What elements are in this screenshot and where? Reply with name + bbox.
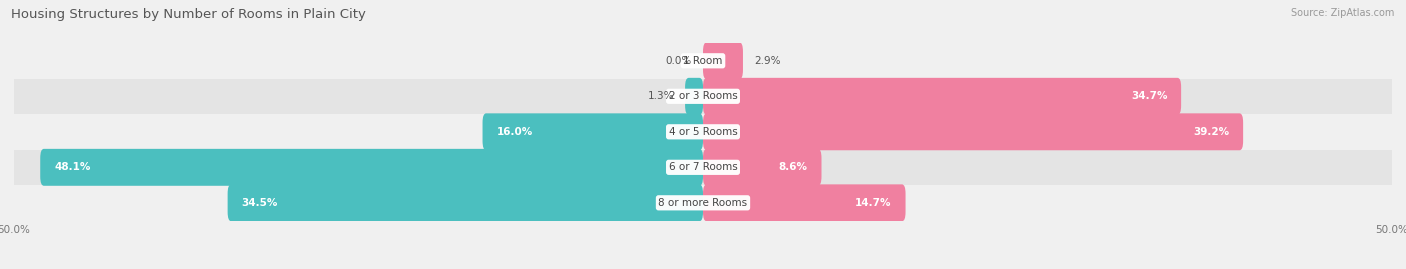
Text: 4 or 5 Rooms: 4 or 5 Rooms [669,127,737,137]
FancyBboxPatch shape [685,78,703,115]
FancyBboxPatch shape [703,113,1243,150]
Bar [14,185,1392,221]
Bar [14,114,1392,150]
Text: Housing Structures by Number of Rooms in Plain City: Housing Structures by Number of Rooms in… [11,8,366,21]
Text: 14.7%: 14.7% [855,198,891,208]
Text: 48.1%: 48.1% [53,162,90,172]
Bar [14,43,1392,79]
Text: 0.0%: 0.0% [665,56,692,66]
Text: 8 or more Rooms: 8 or more Rooms [658,198,748,208]
FancyBboxPatch shape [482,113,703,150]
Text: 1.3%: 1.3% [648,91,673,101]
Text: 8.6%: 8.6% [779,162,807,172]
Text: 34.5%: 34.5% [242,198,278,208]
FancyBboxPatch shape [228,184,703,221]
FancyBboxPatch shape [703,78,1181,115]
Text: 39.2%: 39.2% [1194,127,1229,137]
FancyBboxPatch shape [703,149,821,186]
Text: 34.7%: 34.7% [1130,91,1167,101]
Text: 16.0%: 16.0% [496,127,533,137]
FancyBboxPatch shape [703,184,905,221]
Bar [14,150,1392,185]
FancyBboxPatch shape [41,149,703,186]
Text: 2.9%: 2.9% [754,56,780,66]
Text: Source: ZipAtlas.com: Source: ZipAtlas.com [1291,8,1395,18]
Bar [14,79,1392,114]
FancyBboxPatch shape [703,42,742,79]
Text: 2 or 3 Rooms: 2 or 3 Rooms [669,91,737,101]
Text: 1 Room: 1 Room [683,56,723,66]
Text: 6 or 7 Rooms: 6 or 7 Rooms [669,162,737,172]
